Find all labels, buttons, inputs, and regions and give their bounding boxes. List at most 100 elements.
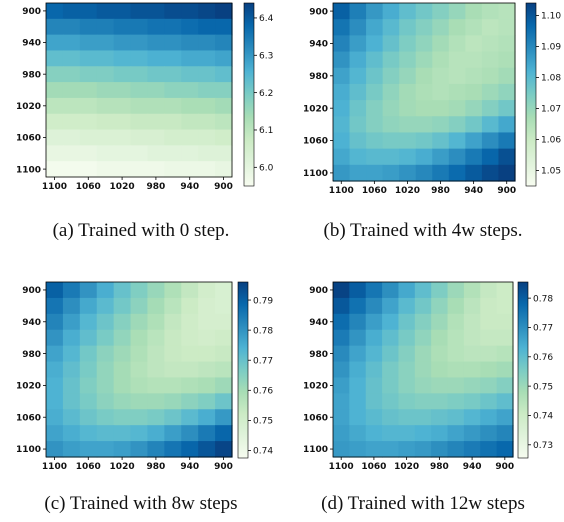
heatmap-cell [215,66,233,83]
heatmap-cell [399,3,417,20]
heatmap-cell [382,3,400,20]
heatmap-cell [415,100,433,117]
heatmap-cell [481,35,500,53]
heatmap-cell [496,313,514,331]
heatmap-cell [431,441,449,458]
heatmap-cell [113,441,132,458]
heatmap-cell [113,113,132,131]
colorbar-tick-label: 1.07 [541,105,561,115]
heatmap-cell [498,67,516,85]
heatmap-cell [382,409,400,426]
heatmap-cell [333,100,351,117]
heatmap-cell [349,164,367,182]
heatmap-cell [164,441,182,458]
colorbar-tick-label: 0.77 [533,324,553,334]
heatmap-cell [463,377,481,394]
heatmap-cell [164,82,182,99]
heatmap-cell [480,313,498,331]
heatmap-cell [46,313,64,331]
heatmap-cell [164,361,182,379]
y-tick-label: 900 [22,286,41,296]
heatmap-cell [415,132,433,150]
heatmap-cell [198,66,216,83]
heatmap-cell [46,129,64,146]
heatmap-cell [415,164,433,182]
heatmap-cell [415,3,433,20]
heatmap-cell [398,441,416,458]
heatmap-cell [463,393,481,410]
heatmap-cell [414,329,432,347]
heatmap-cell [465,19,483,36]
heatmap-cell [480,393,498,410]
heatmap-cell [382,67,400,85]
heatmap-cell [181,113,199,131]
heatmap-cell [498,164,516,182]
heatmap-cell [130,441,149,458]
y-tick-label: 900 [22,7,41,17]
heatmap-cell [130,313,149,331]
heatmap-cell [333,67,351,85]
heatmap-cell [164,18,182,36]
heatmap-cell [349,409,367,426]
colorbar-gradient [525,2,537,187]
heatmap-cell [147,345,165,363]
heatmap-cell [498,51,516,69]
heatmap-cell [130,282,149,299]
heatmap-cell [432,83,450,101]
heatmap-cell [113,3,132,20]
heatmap-cell [399,148,417,166]
heatmap-cell [415,116,433,134]
heatmap-cell [349,361,367,379]
heatmap-cells [333,3,516,182]
heatmap-cells [46,282,233,458]
heatmap-cell [96,18,115,36]
heatmap-cell [349,282,367,299]
panel-b: 1100 1060 1020 980 940 900 900 940 980 1020 1060 11… [282,0,564,261]
heatmap-cell [215,329,233,347]
heatmap-cell [432,51,450,69]
y-tick-label: 940 [309,40,328,50]
heatmap-cell [480,425,498,442]
heatmap-cell [147,393,165,410]
heatmap-cell [181,66,199,83]
heatmap-cell [463,313,481,331]
heatmap-cell [333,3,351,20]
heatmap-cell [79,18,98,36]
heatmap-cell [79,393,98,410]
heatmap-cell [447,425,465,442]
heatmap-cell [62,18,81,36]
heatmap-cell [130,3,149,20]
heatmap-cell [198,18,216,36]
heatmap-cell [366,35,384,53]
heatmap-cells [46,3,233,178]
heatmap-cell [366,132,384,150]
heatmap-cell [62,329,81,347]
heatmap-cell [366,19,384,36]
heatmap-cell [62,161,81,178]
heatmap-cell [164,3,182,20]
heatmap-cell [130,409,149,426]
heatmap-cell [215,297,233,315]
heatmap-cell [62,97,81,115]
heatmap-cell [431,313,449,331]
heatmap-cell [447,282,465,299]
heatmap-c: 1100 1060 1020 980 940 9009009409801020106011… [16,281,273,472]
heatmap-cell [365,297,383,315]
heatmap-cell [62,345,81,363]
heatmap-cell [113,361,132,379]
colorbar-tick-label: 0.78 [533,294,553,304]
heatmap-cell [79,377,98,394]
heatmap-cell [46,297,64,315]
heatmap-cell [181,34,199,52]
heatmap-cell [349,441,367,458]
heatmap-cell [164,329,182,347]
y-tick-label: 1020 [16,382,41,392]
heatmap-cell [113,313,132,331]
heatmap-cell [365,393,383,410]
heatmap-cell [333,83,351,101]
heatmap-cell [480,282,498,299]
heatmap-cell [382,361,400,379]
heatmap-cell [130,393,149,410]
colorbar: 0.73 0.74 0.75 0.76 0.77 0.78 [517,281,553,459]
heatmap-cell [399,132,417,150]
